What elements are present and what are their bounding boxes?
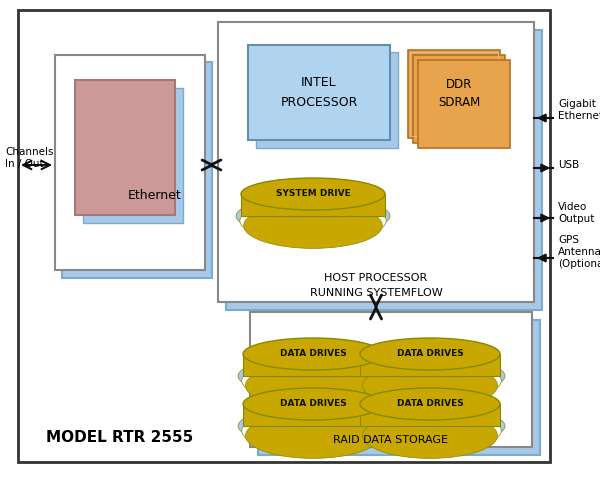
Ellipse shape xyxy=(236,197,390,235)
Polygon shape xyxy=(360,354,500,376)
Text: SDRAM: SDRAM xyxy=(438,96,480,110)
Text: INTEL: INTEL xyxy=(301,77,337,90)
Bar xyxy=(18,10,550,462)
Ellipse shape xyxy=(359,360,501,402)
Ellipse shape xyxy=(243,338,383,370)
Text: Video
Output: Video Output xyxy=(558,202,595,224)
Ellipse shape xyxy=(245,413,380,458)
Bar xyxy=(418,60,510,148)
Bar xyxy=(248,45,390,140)
Bar xyxy=(226,30,542,310)
Polygon shape xyxy=(360,404,500,426)
Text: DATA DRIVES: DATA DRIVES xyxy=(397,399,463,409)
Polygon shape xyxy=(241,194,385,216)
Text: PROCESSOR: PROCESSOR xyxy=(280,96,358,110)
Ellipse shape xyxy=(242,360,384,402)
Ellipse shape xyxy=(241,178,385,210)
Bar xyxy=(415,57,503,141)
Text: Gigabit
Ethernet: Gigabit Ethernet xyxy=(558,99,600,121)
Text: HOST PROCESSOR: HOST PROCESSOR xyxy=(325,273,428,283)
Ellipse shape xyxy=(242,410,384,452)
Ellipse shape xyxy=(359,410,501,452)
Ellipse shape xyxy=(240,200,386,242)
Polygon shape xyxy=(243,354,383,376)
Text: USB: USB xyxy=(558,160,579,170)
Ellipse shape xyxy=(362,363,497,409)
Ellipse shape xyxy=(244,203,382,249)
Bar xyxy=(62,62,212,278)
Bar xyxy=(410,52,498,136)
Text: DATA DRIVES: DATA DRIVES xyxy=(397,350,463,358)
Ellipse shape xyxy=(362,413,497,458)
Bar xyxy=(75,80,175,215)
Ellipse shape xyxy=(355,407,505,445)
Bar xyxy=(413,55,505,143)
Bar xyxy=(420,62,508,146)
Polygon shape xyxy=(243,404,383,426)
Text: DATA DRIVES: DATA DRIVES xyxy=(280,399,346,409)
Ellipse shape xyxy=(238,407,388,445)
Ellipse shape xyxy=(243,388,383,420)
Text: GPS
Antenna
(Optional): GPS Antenna (Optional) xyxy=(558,235,600,269)
Text: Channels
In / Out: Channels In / Out xyxy=(5,147,53,169)
Ellipse shape xyxy=(360,388,500,420)
Ellipse shape xyxy=(360,338,500,370)
Text: DDR: DDR xyxy=(446,79,472,91)
Ellipse shape xyxy=(355,357,505,395)
Ellipse shape xyxy=(245,363,380,409)
Text: MODEL RTR 2555: MODEL RTR 2555 xyxy=(46,431,194,445)
Bar xyxy=(218,22,534,302)
Bar xyxy=(83,88,183,223)
Text: RUNNING SYSTEMFLOW: RUNNING SYSTEMFLOW xyxy=(310,288,442,298)
Bar xyxy=(250,312,532,447)
Bar xyxy=(408,50,500,138)
Text: SYSTEM DRIVE: SYSTEM DRIVE xyxy=(275,190,350,198)
Text: Ethernet: Ethernet xyxy=(128,189,182,202)
Text: DATA DRIVES: DATA DRIVES xyxy=(280,350,346,358)
Bar xyxy=(258,320,540,455)
Bar xyxy=(55,55,205,270)
Text: RAID DATA STORAGE: RAID DATA STORAGE xyxy=(334,435,448,445)
Ellipse shape xyxy=(238,357,388,395)
Bar xyxy=(256,52,398,148)
